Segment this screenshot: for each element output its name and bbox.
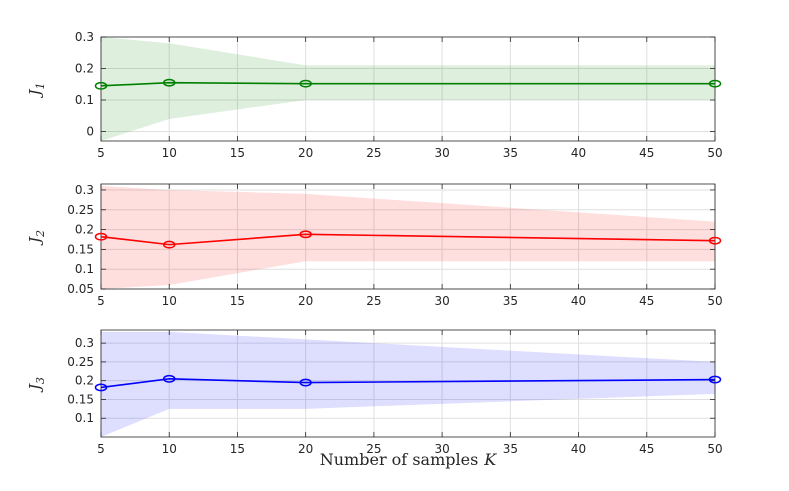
panel-j2-xtick-label: 35: [503, 294, 518, 308]
panel-j3-xtick-label: 5: [97, 442, 105, 456]
panel-j1-ytick-label: 0.2: [75, 62, 94, 76]
panel-j2-ylabel-main: J: [26, 236, 44, 246]
panel-j2-ytick-label: 0.1: [75, 262, 94, 276]
panel-j2-xtick-label: 40: [571, 294, 586, 308]
panel-j2-point: [162, 240, 176, 249]
panel-j1-xtick-label: 25: [366, 146, 381, 160]
panel-j2-xtick-label: 10: [162, 294, 177, 308]
panel-j2-xtick-label: 30: [434, 294, 449, 308]
panel-j2-xtick-label: 25: [366, 294, 381, 308]
panel-j3-xtick-label: 40: [571, 442, 586, 456]
panel-j3-xtick-label: 50: [707, 442, 722, 456]
panel-j2-ytick-label: 0.05: [67, 282, 94, 296]
x-axis-label-symbol: K: [483, 450, 497, 469]
panel-j3-series-line: [100, 378, 716, 389]
x-axis-label-text: Number of samples: [320, 450, 479, 469]
panel-j1-series-line: [100, 81, 715, 87]
panel-j1-point: [162, 78, 176, 87]
x-axis-label: Number of samples K: [320, 450, 498, 469]
panel-j2-xtick-label: 45: [639, 294, 654, 308]
panel-j1-xtick-label: 35: [503, 146, 518, 160]
panel-j2-point: [94, 232, 108, 241]
panel-j2-xtick-label: 50: [707, 294, 722, 308]
panel-j3-ylabel-main: J: [26, 383, 44, 393]
panel-j3-ytick-label: 0.3: [75, 336, 94, 350]
panel-j3-xtick-label: 30: [434, 442, 449, 456]
panel-j3-xtick-label: 15: [230, 442, 245, 456]
panel-j2-ylabel: J2: [26, 230, 47, 246]
panel-j1-point: [94, 81, 108, 90]
panel-j1-ylabel-sub: 1: [34, 82, 47, 89]
panel-j2-xtick-label: 20: [298, 294, 313, 308]
panel-j2-ylabel-sub: 2: [34, 230, 47, 238]
panel-j3-point: [94, 383, 108, 392]
panel-j1-ytick-label: 0.3: [75, 30, 94, 44]
panel-j3-ylabel: J3: [26, 377, 47, 393]
panel-j2-ytick-label: 0.2: [75, 223, 94, 237]
panel-j3-xtick-label: 25: [366, 442, 381, 456]
panel-j3-ytick-label: 0.15: [67, 392, 94, 406]
panel-j2-xtick-label: 5: [97, 294, 105, 308]
panel-j3-ytick-label: 0.2: [75, 374, 94, 388]
panel-j1-xtick-label: 30: [434, 146, 449, 160]
panel-j1-xtick-label: 40: [571, 146, 586, 160]
panel-j2-point: [708, 236, 722, 245]
panel-j1-point: [299, 79, 312, 88]
panel-j3-band: [101, 331, 715, 437]
panel-j2-ytick-label: 0.25: [67, 203, 94, 217]
panel-j3-xtick-label: 35: [503, 442, 518, 456]
panel-j1-ytick-label: 0.1: [75, 93, 94, 107]
panel-j1-ylabel: J1: [26, 82, 47, 98]
panel-j1-xtick-label: 5: [97, 146, 105, 160]
panel-j2: 5 10 15 20 25 30 35 40 45 50 0.05 0.1 0.15 0.2 0.25 0.3…: [26, 183, 723, 308]
panel-j3-xtick-label: 45: [639, 442, 654, 456]
panel-j3-xtick-label: 20: [298, 442, 313, 456]
panel-j1-xtick-label: 10: [162, 146, 177, 160]
panel-j3-ylabel-sub: 3: [34, 377, 47, 384]
panel-j2-band: [101, 185, 715, 289]
panel-j3-point: [708, 375, 722, 384]
panel-j1-point: [708, 79, 722, 88]
panel-j1-band: [101, 37, 715, 141]
panel-j1-xtick-label: 45: [639, 146, 654, 160]
panel-j2-axes-box: [100, 183, 716, 290]
panel-j1-ytick-label: 0: [86, 125, 94, 139]
panel-j3-point: [299, 378, 312, 387]
panel-j2-xtick-label: 15: [230, 294, 245, 308]
panel-j1: 5 10 15 20 25 30 35 40 45 50 0 0.1 0.2 0.3 J1: [26, 30, 723, 160]
panel-j2-ytick-label: 0.3: [75, 183, 94, 197]
panel-j3-xtick-label: 10: [162, 442, 177, 456]
panel-j2-ytick-label: 0.15: [67, 242, 94, 256]
panel-j3-ytick-label: 0.1: [75, 411, 94, 425]
panel-j1-ylabel-main: J: [26, 89, 44, 99]
panel-j1-xtick-label: 15: [230, 146, 245, 160]
panel-j1-xtick-label: 20: [298, 146, 313, 160]
panel-j2-series-line: [100, 233, 716, 246]
panel-j2-point: [299, 230, 312, 239]
panel-j3: 5 10 15 20 25 30 35 40 45 50 0.1 0.15 0.2 0.25 0.3 J3: [26, 329, 723, 456]
panel-j1-xtick-label: 50: [707, 146, 722, 160]
panel-j3-ytick-label: 0.25: [67, 355, 94, 369]
panel-j3-point: [162, 374, 176, 383]
